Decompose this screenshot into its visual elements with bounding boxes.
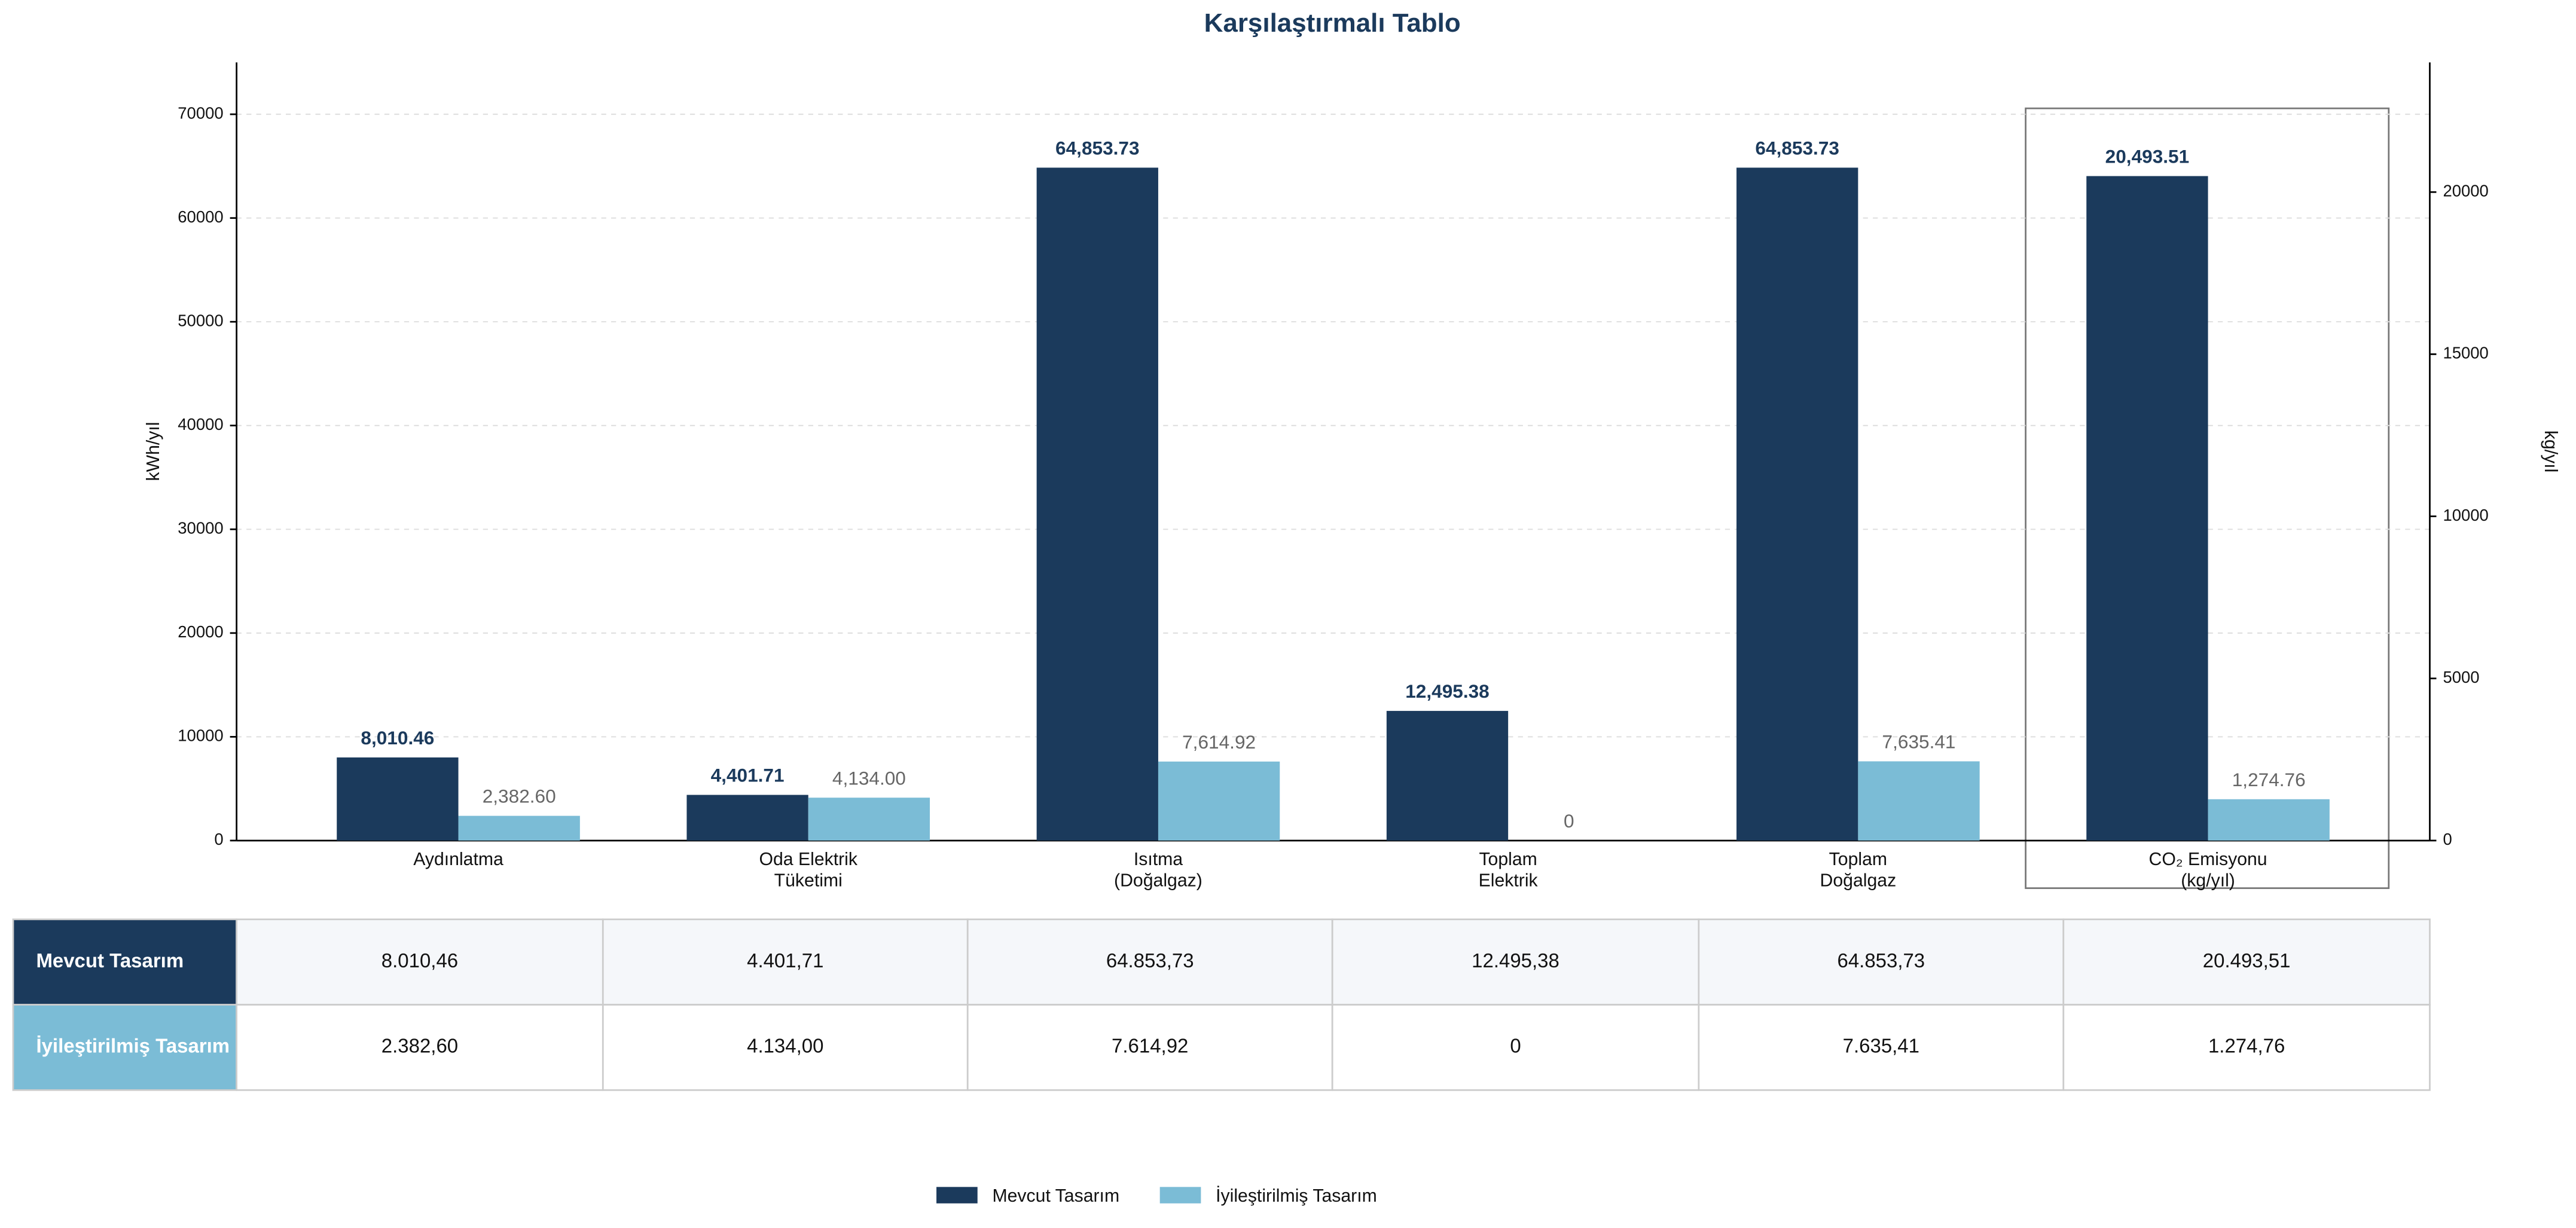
y-tick-label: 70000 <box>178 103 223 122</box>
y2-tick-label: 10000 <box>2443 506 2488 524</box>
bar <box>1036 167 1158 841</box>
y2-tick-label: 5000 <box>2443 668 2479 686</box>
chart-title: Karşılaştırmalı Tablo <box>1204 8 1461 38</box>
table-cell <box>2062 1004 2431 1091</box>
y2-tick-label: 0 <box>2443 830 2452 848</box>
table-cell <box>1698 1004 2065 1091</box>
x-tick-label: CO₂ Emisyonu <box>2149 850 2267 869</box>
table-cell-text: 7.635,41 <box>1843 1035 1919 1057</box>
value-label: 20,493.51 <box>2105 146 2190 167</box>
x-tick-label: (kg/yıl) <box>2181 871 2235 891</box>
table-cell-text: 64.853,73 <box>1106 949 1194 972</box>
table-row-header-text: Mevcut Tasarım <box>36 949 184 972</box>
table-cell <box>602 1004 969 1091</box>
bar <box>1736 167 1858 841</box>
table-cell-text: 0 <box>1510 1035 1521 1057</box>
table-cell-text: 7.614,92 <box>1112 1035 1188 1057</box>
x-tick-label: (Doğalgaz) <box>1114 871 1202 891</box>
y-tick-label: 20000 <box>178 622 223 641</box>
y2-tick-label: 20000 <box>2443 182 2488 200</box>
y2-axis-label: kg/yıl <box>2541 430 2560 472</box>
bar <box>337 757 459 841</box>
legend-swatch <box>936 1187 978 1203</box>
value-label: 64,853.73 <box>1055 138 1140 159</box>
x-tick-label: Aydınlatma <box>413 850 503 869</box>
bar <box>2208 799 2330 841</box>
y-tick-label: 0 <box>214 830 223 848</box>
bar <box>458 815 580 841</box>
value-label: 4,134.00 <box>832 767 906 789</box>
value-label: 12,495.38 <box>1405 680 1490 702</box>
table-cell-text: 8.010,46 <box>381 949 458 972</box>
x-tick-label: Elektrik <box>1479 871 1539 891</box>
x-tick-label: Tüketimi <box>774 871 843 891</box>
x-tick-label: Toplam <box>1479 850 1537 869</box>
value-label: 8,010.46 <box>361 727 434 749</box>
bar <box>1158 761 1280 841</box>
table-cell-text: 12.495,38 <box>1472 949 1559 972</box>
y-tick-label: 10000 <box>178 726 223 745</box>
value-label: 7,614.92 <box>1182 731 1256 753</box>
value-label: 64,853.73 <box>1755 138 1839 159</box>
table-row-header <box>12 918 238 1006</box>
table-cell <box>1331 918 1700 1006</box>
value-label: 7,635.41 <box>1882 731 1956 753</box>
table-cell-text: 20.493,51 <box>2203 949 2291 972</box>
bar <box>1858 761 1980 841</box>
table-cell-text: 1.274,76 <box>2208 1035 2285 1057</box>
value-label: 1,274.76 <box>2232 769 2306 790</box>
table-cell <box>1331 1004 1700 1091</box>
table-row-header <box>12 1004 238 1091</box>
x-tick-label: Doğalgaz <box>1820 871 1897 891</box>
legend-label: İyileştirilmiş Tasarım <box>1216 1186 1377 1206</box>
y2-tick-label: 15000 <box>2443 344 2488 362</box>
bar <box>686 795 808 841</box>
value-label: 0 <box>1564 810 1574 832</box>
bar <box>2086 176 2208 841</box>
y-tick-label: 30000 <box>178 519 223 537</box>
bar <box>808 798 930 841</box>
y-tick-label: 50000 <box>178 311 223 329</box>
value-label: 2,382.60 <box>483 786 556 807</box>
table-row-header-text: İyileştirilmiş Tasarım <box>36 1035 230 1057</box>
table-cell-text: 4.134,00 <box>747 1035 823 1057</box>
table-cell <box>2062 918 2431 1006</box>
highlight-box <box>2025 107 2390 889</box>
value-label: 4,401.71 <box>711 765 785 786</box>
x-tick-label: Oda Elektrik <box>759 850 857 869</box>
x-tick-label: Toplam <box>1829 850 1887 869</box>
x-tick-label: Isıtma <box>1134 850 1183 869</box>
table-cell <box>236 918 604 1006</box>
y-tick-label: 60000 <box>178 207 223 226</box>
table-cell <box>236 1004 604 1091</box>
bar <box>1386 711 1509 841</box>
legend-swatch <box>1159 1187 1201 1203</box>
table-cell-text: 64.853,73 <box>1838 949 1925 972</box>
y-tick-label: 40000 <box>178 415 223 433</box>
table-cell-text: 2.382,60 <box>381 1035 458 1057</box>
table-cell-text: 4.401,71 <box>747 949 823 972</box>
legend-label: Mevcut Tasarım <box>992 1186 1119 1206</box>
table-cell <box>966 1004 1333 1091</box>
y-axis-label: kWh/yıl <box>144 422 163 481</box>
